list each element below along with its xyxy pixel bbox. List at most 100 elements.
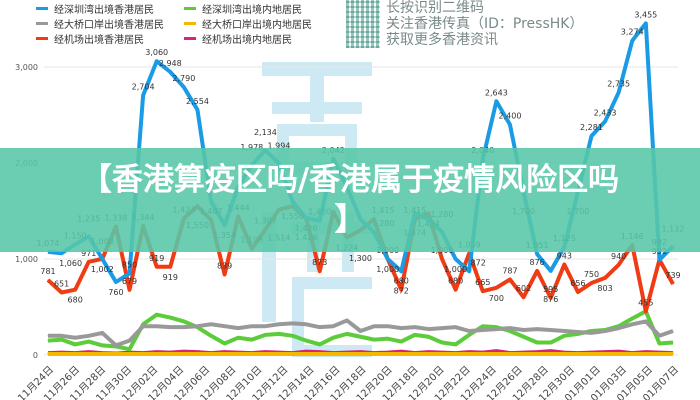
data-point bbox=[142, 325, 144, 327]
legend-item[interactable]: 经机场出境内地居民 bbox=[184, 32, 334, 46]
data-point bbox=[631, 323, 633, 325]
data-point bbox=[115, 353, 117, 355]
data-label: 700 bbox=[489, 294, 504, 303]
data-point bbox=[604, 277, 606, 279]
data-point bbox=[563, 353, 565, 355]
data-point bbox=[604, 120, 606, 122]
data-point bbox=[373, 325, 375, 327]
data-label: 3,060 bbox=[145, 48, 168, 57]
data-point bbox=[455, 343, 457, 345]
data-point bbox=[196, 325, 198, 327]
data-point bbox=[278, 333, 280, 335]
data-point bbox=[115, 281, 117, 283]
data-point bbox=[509, 330, 511, 332]
data-point bbox=[169, 353, 171, 355]
data-point bbox=[658, 353, 660, 355]
legend-swatch bbox=[184, 7, 196, 10]
data-point bbox=[658, 259, 660, 261]
data-point bbox=[590, 135, 592, 137]
data-point bbox=[387, 353, 389, 355]
data-point bbox=[142, 94, 144, 96]
data-label: 2,704 bbox=[132, 82, 155, 91]
data-point bbox=[495, 287, 497, 289]
data-point bbox=[196, 109, 198, 111]
data-label: 919 bbox=[149, 254, 164, 263]
data-label: 872 bbox=[394, 286, 409, 295]
data-point bbox=[332, 353, 334, 355]
data-label: 839 bbox=[217, 261, 232, 270]
data-point bbox=[414, 353, 416, 355]
data-point bbox=[251, 339, 253, 341]
data-point bbox=[319, 326, 321, 328]
data-point bbox=[305, 351, 307, 353]
data-point bbox=[631, 318, 633, 320]
data-point bbox=[550, 353, 552, 355]
data-point bbox=[468, 334, 470, 336]
data-point bbox=[115, 344, 117, 346]
data-point bbox=[183, 320, 185, 322]
data-point bbox=[427, 328, 429, 330]
legend-swatch bbox=[36, 7, 48, 10]
data-label: 781 bbox=[40, 267, 55, 276]
qr-code-icon[interactable] bbox=[346, 0, 380, 48]
data-point bbox=[577, 331, 579, 333]
data-point bbox=[319, 353, 321, 355]
data-label: 3,274 bbox=[621, 28, 644, 37]
data-point bbox=[210, 353, 212, 355]
data-point bbox=[563, 330, 565, 332]
data-point bbox=[61, 252, 63, 254]
data-point bbox=[536, 328, 538, 330]
data-label: 876 bbox=[543, 295, 558, 304]
data-label: 1,994 bbox=[268, 142, 291, 151]
legend-item[interactable]: 经大桥口岸出境香港居民 bbox=[36, 17, 184, 31]
data-point bbox=[61, 339, 63, 341]
data-point bbox=[658, 335, 660, 337]
data-point bbox=[387, 258, 389, 260]
data-point bbox=[400, 353, 402, 355]
data-point bbox=[468, 330, 470, 332]
banner-title-line-2: 】 bbox=[334, 202, 366, 238]
legend-label: 经大桥口岸出境内地居民 bbox=[202, 20, 312, 31]
data-point bbox=[183, 351, 185, 353]
legend-item[interactable]: 经机场出境香港居民 bbox=[36, 32, 184, 46]
data-label: 850 bbox=[122, 260, 137, 269]
legend-item[interactable]: 经深圳湾出境香港居民 bbox=[36, 2, 184, 16]
data-point bbox=[387, 338, 389, 340]
data-label: 1,000 bbox=[444, 265, 467, 274]
data-point bbox=[604, 330, 606, 332]
promo-line-1: 长按识别二维码 bbox=[386, 0, 484, 16]
data-point bbox=[278, 353, 280, 355]
data-point bbox=[292, 353, 294, 355]
data-point bbox=[645, 353, 647, 355]
data-label: 2,554 bbox=[186, 97, 209, 106]
data-point bbox=[169, 71, 171, 73]
data-point bbox=[346, 319, 348, 321]
data-point bbox=[441, 258, 443, 260]
data-point bbox=[455, 326, 457, 328]
data-label: 1,000 bbox=[376, 265, 399, 274]
data-point bbox=[577, 353, 579, 355]
data-point bbox=[523, 296, 525, 298]
data-point bbox=[658, 342, 660, 344]
data-point bbox=[523, 353, 525, 355]
data-point bbox=[169, 326, 171, 328]
data-point bbox=[645, 22, 647, 24]
data-label: 873 bbox=[312, 258, 327, 267]
legend-item[interactable]: 经大桥口岸出境内地居民 bbox=[184, 17, 334, 31]
legend-item[interactable]: 经深圳湾出境内地居民 bbox=[184, 2, 334, 16]
data-point bbox=[645, 310, 647, 312]
data-point bbox=[101, 258, 103, 260]
data-point bbox=[536, 253, 538, 255]
legend-swatch bbox=[36, 37, 48, 40]
title-banner: 【香港算疫区吗/香港属于疫情风险区吗 】 bbox=[0, 148, 700, 252]
data-point bbox=[468, 270, 470, 272]
data-point bbox=[550, 270, 552, 272]
data-label: 2,643 bbox=[485, 88, 508, 97]
data-label: 940 bbox=[611, 252, 626, 261]
data-label: 679 bbox=[122, 277, 137, 286]
data-point bbox=[414, 334, 416, 336]
data-label: 665 bbox=[475, 278, 490, 287]
data-point bbox=[251, 353, 253, 355]
data-point bbox=[74, 337, 76, 339]
data-point bbox=[631, 353, 633, 355]
